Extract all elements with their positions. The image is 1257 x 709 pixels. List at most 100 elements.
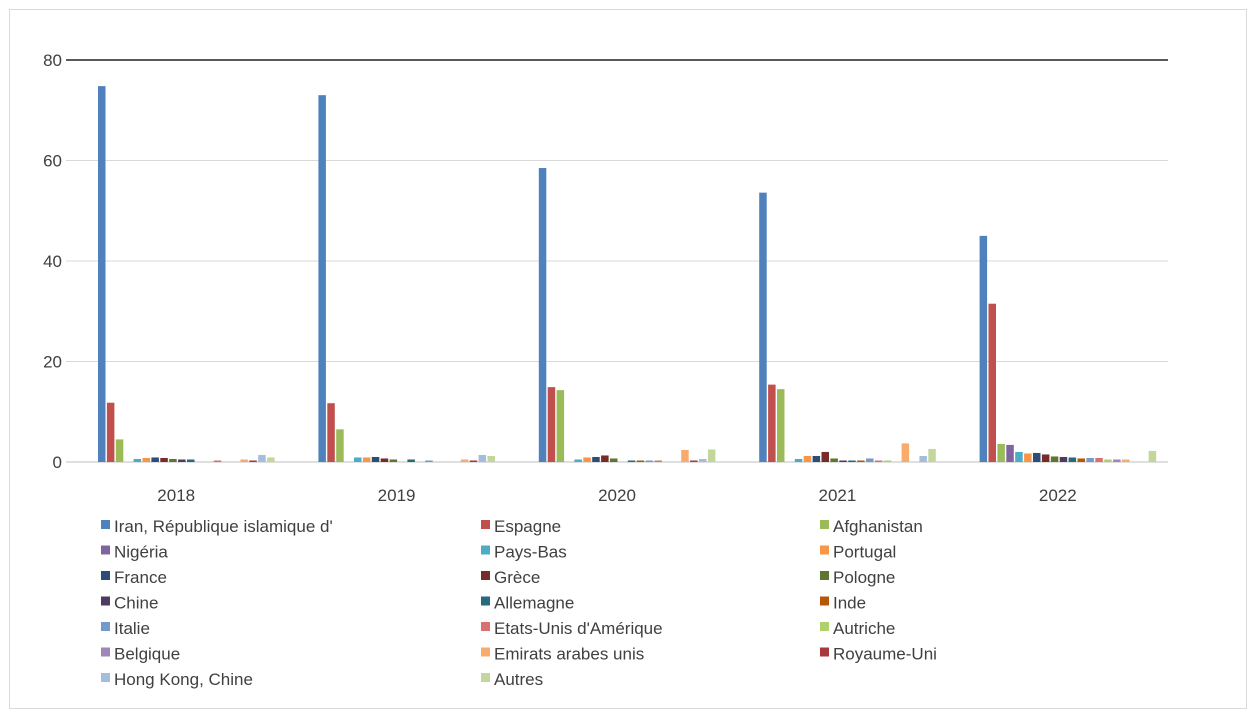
legend-item: Portugal bbox=[820, 543, 896, 562]
legend-item: Royaume-Uni bbox=[820, 645, 937, 664]
legend-item: Belgique bbox=[101, 645, 180, 664]
y-tick-label: 40 bbox=[43, 252, 62, 271]
bar bbox=[839, 460, 847, 462]
x-category-label: 2022 bbox=[1039, 486, 1077, 505]
bar bbox=[142, 457, 150, 462]
legend-swatch bbox=[481, 545, 490, 555]
legend-item: Chine bbox=[101, 594, 158, 613]
legend-item: Allemagne bbox=[481, 594, 574, 613]
bar bbox=[848, 460, 856, 462]
bar bbox=[318, 95, 326, 463]
bar bbox=[425, 460, 433, 462]
bar bbox=[636, 460, 645, 462]
bar bbox=[610, 458, 618, 462]
bar bbox=[803, 455, 812, 462]
bar bbox=[389, 459, 398, 462]
bar bbox=[821, 451, 829, 462]
legend-item: Emirats arabes unis bbox=[481, 645, 644, 664]
legend-swatch bbox=[481, 622, 490, 631]
bar bbox=[812, 455, 821, 462]
bar bbox=[1033, 452, 1041, 462]
legend-swatch bbox=[101, 571, 110, 580]
bar bbox=[901, 443, 910, 462]
bar bbox=[267, 457, 275, 462]
legend-swatch bbox=[101, 545, 110, 555]
legend-label: Etats-Unis d'Amérique bbox=[494, 619, 663, 638]
bar bbox=[1148, 450, 1157, 462]
legend-label: Iran, République islamique d' bbox=[114, 517, 333, 536]
legend-item: France bbox=[101, 568, 167, 587]
bar bbox=[106, 402, 115, 462]
bar bbox=[151, 457, 159, 462]
legend-label: Autres bbox=[494, 670, 543, 689]
x-category-label: 2018 bbox=[157, 486, 195, 505]
bar bbox=[654, 460, 662, 462]
legend-item: Autriche bbox=[820, 619, 895, 638]
legend-item: Afghanistan bbox=[820, 517, 923, 536]
bar bbox=[866, 458, 874, 462]
bar bbox=[627, 460, 636, 462]
bar bbox=[997, 443, 1005, 462]
bar bbox=[1024, 453, 1032, 462]
y-tick-label: 20 bbox=[43, 353, 62, 372]
x-category-label: 2020 bbox=[598, 486, 636, 505]
bar bbox=[1122, 459, 1130, 462]
legend-label: Pays-Bas bbox=[494, 543, 567, 562]
bar bbox=[556, 390, 565, 462]
bar bbox=[115, 439, 124, 462]
bar bbox=[407, 459, 415, 462]
bar bbox=[258, 454, 266, 462]
legend-swatch bbox=[101, 520, 110, 529]
bar bbox=[928, 448, 936, 462]
bar bbox=[1041, 454, 1050, 462]
bar bbox=[988, 303, 996, 462]
bar bbox=[681, 449, 689, 462]
y-tick-label: 80 bbox=[43, 51, 62, 70]
legend-label: Afghanistan bbox=[833, 517, 923, 536]
bar bbox=[707, 449, 716, 462]
bar bbox=[336, 429, 344, 462]
bar bbox=[240, 459, 248, 462]
legend-swatch bbox=[820, 596, 829, 606]
legend-label: Inde bbox=[833, 594, 866, 613]
bar bbox=[759, 192, 767, 462]
legend-swatch bbox=[820, 520, 829, 529]
bar bbox=[1059, 456, 1068, 462]
bar bbox=[133, 458, 142, 462]
legend-item: Nigéria bbox=[101, 543, 168, 562]
bar bbox=[469, 460, 478, 462]
y-tick-label: 60 bbox=[43, 152, 62, 171]
bar bbox=[1015, 451, 1023, 462]
legend-label: Belgique bbox=[114, 645, 180, 664]
bar bbox=[1095, 457, 1103, 462]
legend-label: Italie bbox=[114, 619, 150, 638]
gridlines bbox=[66, 59, 1168, 463]
y-tick-label: 0 bbox=[53, 453, 62, 472]
legend-label: Royaume-Uni bbox=[833, 645, 937, 664]
legend-label: Nigéria bbox=[114, 543, 168, 562]
bar bbox=[979, 235, 988, 462]
x-axis-categories: 2018 2019 2020 2021 2022 bbox=[157, 486, 1076, 505]
legend-swatch bbox=[481, 571, 490, 580]
legend-swatch bbox=[820, 571, 829, 580]
legend-label: Grèce bbox=[494, 568, 540, 587]
legend-label: France bbox=[114, 568, 167, 587]
bar bbox=[1050, 456, 1059, 462]
bar bbox=[547, 387, 556, 462]
bar bbox=[478, 454, 487, 462]
chart-frame: 0 20 40 60 80 2018 2019 2020 2021 2022 Iran, Rép… bbox=[9, 9, 1247, 709]
bar-chart: 0 20 40 60 80 2018 2019 2020 2021 2022 Iran, Rép… bbox=[43, 51, 1168, 689]
bar bbox=[768, 384, 776, 462]
bar bbox=[883, 460, 892, 462]
legend-item: Pologne bbox=[820, 568, 895, 587]
bar bbox=[699, 458, 707, 462]
bar bbox=[460, 459, 469, 462]
bar bbox=[98, 86, 106, 462]
bar bbox=[919, 455, 927, 462]
bar bbox=[187, 459, 195, 462]
legend-swatch bbox=[481, 596, 490, 606]
legend-swatch bbox=[101, 596, 110, 606]
bar bbox=[1104, 459, 1112, 462]
legend-label: Pologne bbox=[833, 568, 895, 587]
legend-item: Inde bbox=[820, 594, 866, 613]
